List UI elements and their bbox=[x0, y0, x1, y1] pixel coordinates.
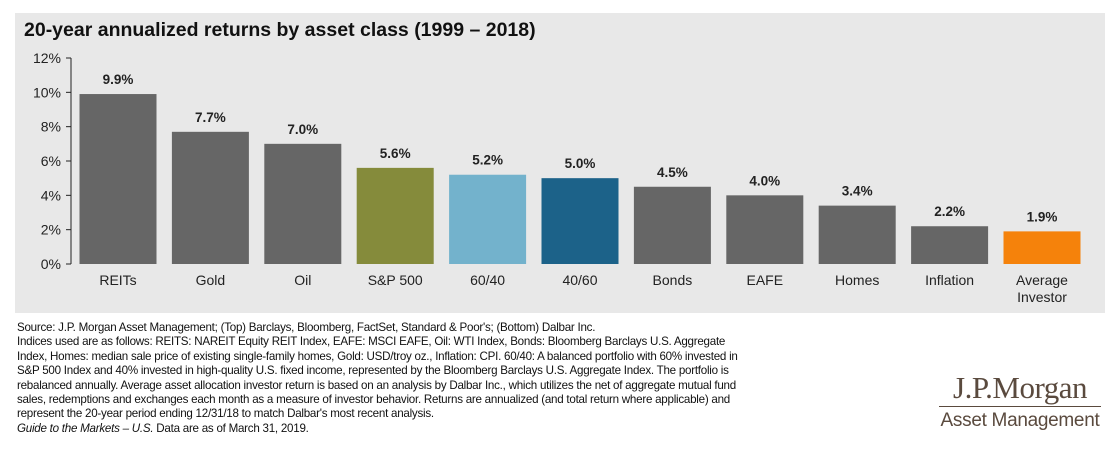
footnote-line: Guide to the Markets – U.S. Data are as … bbox=[17, 422, 917, 436]
x-tick-label: 40/60 bbox=[562, 272, 597, 288]
data-label: 3.4% bbox=[842, 184, 873, 199]
data-label: 7.0% bbox=[287, 122, 318, 137]
y-tick-label: 0% bbox=[41, 256, 61, 272]
data-label: 2.2% bbox=[934, 204, 965, 219]
footnotes: Source: J.P. Morgan Asset Management; (T… bbox=[17, 321, 917, 436]
footnote-line: rebalanced annually. Average asset alloc… bbox=[17, 378, 736, 392]
bar-bonds bbox=[633, 186, 711, 264]
jpmorgan-logo: J.P.Morgan Asset Management bbox=[935, 372, 1105, 432]
bar-eafe bbox=[726, 195, 804, 264]
y-tick-label: 8% bbox=[41, 119, 61, 135]
y-tick-label: 6% bbox=[41, 153, 61, 169]
y-tick-label: 10% bbox=[33, 84, 61, 100]
y-tick-label: 2% bbox=[41, 222, 61, 238]
x-tick-label: Gold bbox=[196, 272, 226, 288]
x-tick-label: Inflation bbox=[925, 272, 974, 288]
bar-chart: 0% 2% 4% 6% 8% 10% 12% 9.9% REITs 7.7% Gold 7.0% Oil… bbox=[33, 50, 1081, 305]
bar-inflation bbox=[911, 226, 989, 264]
footnote-line: S&P 500 Index and 40% invested in high-q… bbox=[17, 364, 729, 378]
bar-average-investor bbox=[1003, 231, 1081, 264]
x-tick-label: Homes bbox=[835, 272, 879, 288]
bar-homes bbox=[818, 205, 896, 264]
logo-line2: Asset Management bbox=[940, 410, 1100, 431]
data-label: 5.2% bbox=[472, 153, 503, 168]
y-tick-label: 4% bbox=[41, 187, 61, 203]
x-tick-label: Bonds bbox=[653, 272, 693, 288]
data-label: 5.0% bbox=[565, 156, 596, 171]
x-tick-label: Oil bbox=[294, 272, 311, 288]
footnote-line: represent the 20-year period ending 12/3… bbox=[17, 407, 434, 421]
data-label: 9.9% bbox=[103, 72, 134, 87]
footnote-line: sales, redemptions and exchanges each mo… bbox=[17, 393, 730, 407]
chart-title: 20-year annualized returns by asset clas… bbox=[24, 19, 536, 41]
footnote-line: Source: J.P. Morgan Asset Management; (T… bbox=[17, 321, 596, 334]
data-label: 4.5% bbox=[657, 165, 688, 180]
bar-s-p-500 bbox=[356, 167, 434, 264]
bar-oil bbox=[264, 143, 342, 264]
guide-title: Guide to the Markets – U.S. bbox=[17, 421, 154, 435]
logo-line1: J.P.Morgan bbox=[953, 370, 1087, 405]
x-tick-label: EAFE bbox=[747, 272, 784, 288]
data-label: 1.9% bbox=[1027, 209, 1058, 224]
logo-rule bbox=[939, 406, 1101, 407]
data-label: 5.6% bbox=[380, 146, 411, 161]
footnote-line: Index, Homes: median sale price of exist… bbox=[17, 349, 738, 363]
x-tick-label: S&P 500 bbox=[368, 272, 423, 288]
data-label: 7.7% bbox=[195, 110, 226, 125]
x-tick-label: Average Investor bbox=[1016, 272, 1068, 305]
x-tick-label: 60/40 bbox=[470, 272, 505, 288]
data-date: Data are as of March 31, 2019. bbox=[153, 421, 309, 435]
y-tick-label: 12% bbox=[33, 50, 61, 66]
bar-60-40 bbox=[449, 174, 527, 264]
footnote-line: Indices used are as follows: REITS: NARE… bbox=[17, 335, 726, 349]
data-label: 4.0% bbox=[749, 173, 780, 188]
bar-gold bbox=[171, 131, 249, 264]
x-tick-label: REITs bbox=[99, 272, 136, 288]
bar-40-60 bbox=[541, 178, 619, 264]
bar-reits bbox=[79, 94, 157, 264]
